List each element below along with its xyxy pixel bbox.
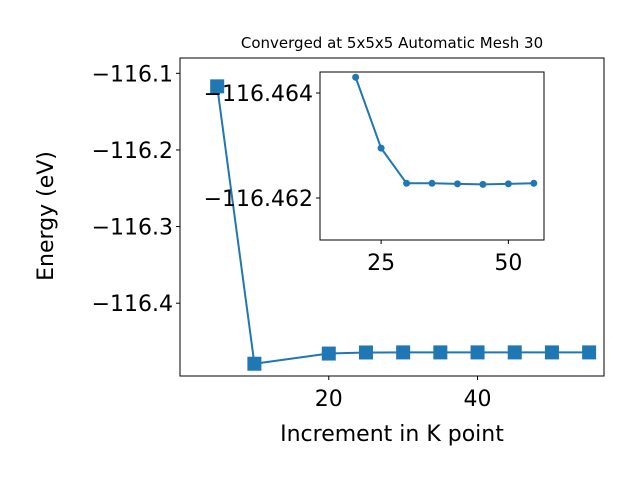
inset-data-point bbox=[377, 144, 385, 152]
inset-axes: 25 50 −116.464 −116.462 bbox=[204, 71, 545, 276]
chart-title: Converged at 5x5x5 Automatic Mesh 30 bbox=[241, 34, 543, 52]
inset-data-point bbox=[403, 179, 411, 187]
main-data-point bbox=[358, 345, 373, 360]
main-y-tick-label: −116.4 bbox=[92, 292, 173, 317]
main-x-tick-label: 20 bbox=[315, 387, 343, 412]
main-data-point bbox=[470, 345, 485, 360]
main-data-point bbox=[210, 79, 225, 94]
inset-frame bbox=[319, 71, 545, 241]
main-data-point bbox=[396, 345, 411, 360]
y-axis-label: Energy (eV) bbox=[34, 151, 59, 281]
inset-data-point bbox=[504, 180, 512, 188]
inset-x-tick-label: 50 bbox=[494, 251, 522, 276]
inset-x-tick-label: 25 bbox=[367, 251, 395, 276]
inset-data-point bbox=[352, 73, 360, 81]
x-axis-label: Increment in K point bbox=[280, 422, 504, 447]
main-data-point bbox=[321, 346, 336, 361]
main-data-point bbox=[247, 356, 262, 371]
main-x-tick-label: 40 bbox=[464, 387, 492, 412]
main-y-tick-label: −116.1 bbox=[92, 62, 173, 87]
inset-data-point bbox=[530, 179, 538, 187]
main-data-point bbox=[544, 345, 559, 360]
main-data-point bbox=[582, 345, 597, 360]
inset-series-line bbox=[354, 76, 534, 186]
inset-data-point bbox=[428, 179, 436, 187]
inset-y-tick-label: −116.464 bbox=[204, 82, 313, 107]
main-y-tick-label: −116.3 bbox=[92, 216, 173, 241]
main-series-line bbox=[216, 86, 590, 365]
main-y-tick-label: −116.2 bbox=[92, 139, 173, 164]
inset-data-point bbox=[453, 180, 461, 188]
inset-y-tick-label: −116.462 bbox=[204, 187, 313, 212]
main-data-point bbox=[507, 345, 522, 360]
main-data-point bbox=[433, 345, 448, 360]
inset-data-point bbox=[479, 180, 487, 188]
